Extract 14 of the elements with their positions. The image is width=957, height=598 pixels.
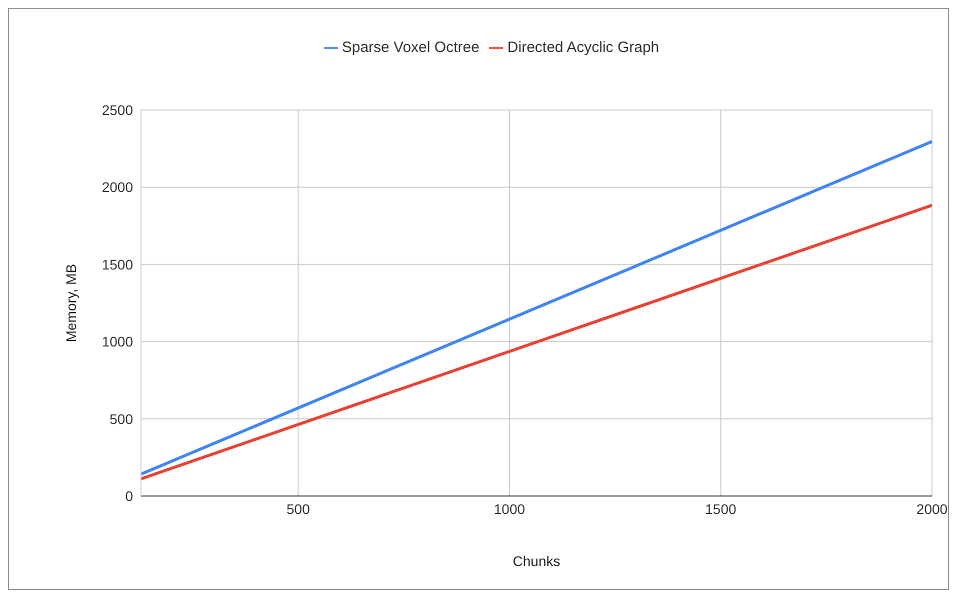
- y-tick-label: 0: [125, 488, 134, 504]
- x-tick-label: 500: [286, 500, 310, 517]
- x-tick-label: 2000: [916, 500, 948, 517]
- legend-label: Sparse Voxel Octree: [342, 39, 480, 56]
- legend-label: Directed Acyclic Graph: [507, 39, 660, 56]
- y-tick-label: 2500: [102, 102, 134, 118]
- y-axis-title: Memory, MB: [62, 264, 79, 342]
- y-tick-label: 2000: [102, 179, 134, 196]
- y-tick-label: 500: [110, 410, 134, 427]
- x-tick-label: 1500: [705, 500, 737, 517]
- x-tick-label: 1000: [494, 500, 526, 517]
- x-axis-title: Chunks: [512, 553, 560, 569]
- y-tick-label: 1500: [102, 256, 134, 272]
- y-tick-label: 1000: [102, 334, 134, 350]
